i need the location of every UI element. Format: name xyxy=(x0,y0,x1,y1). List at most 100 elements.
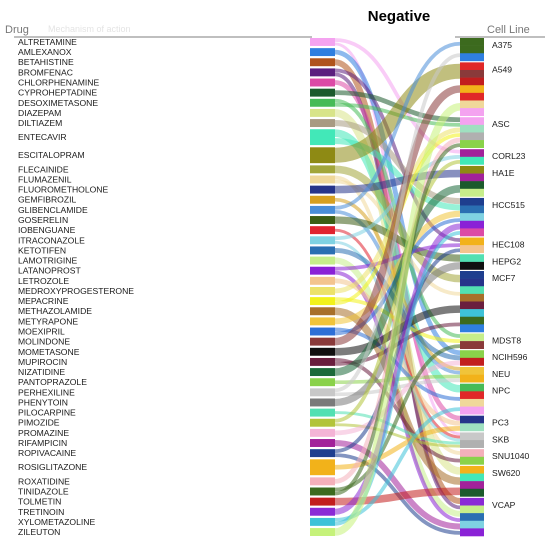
drug-node-fluorometholone xyxy=(310,185,335,194)
drug-node-itraconazole xyxy=(310,236,335,245)
link-ropivacaine-to-hec108 xyxy=(334,248,461,454)
cell-node-ha1e xyxy=(460,165,484,197)
drug-label-perhexiline: PERHEXILINE xyxy=(18,387,75,397)
drug-label-iobenguane: IOBENGUANE xyxy=(18,225,76,235)
cell-node-segment xyxy=(460,286,484,295)
cell-node-segment xyxy=(460,62,484,71)
cell-node-segment xyxy=(460,415,484,424)
cell-line-label-pc3: PC3 xyxy=(492,418,509,428)
drug-column-header: Drug xyxy=(5,24,29,36)
drug-label-zileuton: ZILEUTON xyxy=(18,527,60,537)
cell-node-segment xyxy=(460,92,484,101)
cell-node-segment xyxy=(460,188,484,197)
link-tretinoin-to-hcc515 xyxy=(334,223,461,515)
cell-node-segment xyxy=(460,117,484,126)
cell-node-segment xyxy=(460,406,484,415)
link-metyrapone-to-hcc515 xyxy=(334,210,461,325)
cell-node-segment xyxy=(460,271,484,279)
drug-label-moexipril: MOEXIPRIL xyxy=(18,327,65,337)
drug-label-flumazenil: FLUMAZENIL xyxy=(18,174,72,184)
cell-node-segment xyxy=(460,301,484,310)
cell-node-segment xyxy=(460,69,484,78)
link-zileuton-to-a549 xyxy=(334,103,461,536)
drug-node-flumazenil xyxy=(310,175,335,184)
drug-label-flecainide: FLECAINIDE xyxy=(18,164,69,174)
cell-line-label-corl23: CORL23 xyxy=(492,151,526,161)
drug-node-bromfenac xyxy=(310,68,335,77)
drug-node-pimozide xyxy=(310,418,335,427)
drug-node-molindone xyxy=(310,337,335,346)
link-bromfenac-to-hec108 xyxy=(334,68,461,242)
cell-node-segment xyxy=(460,456,484,465)
cell-line-label-vcap: VCAP xyxy=(492,500,516,510)
link-pimozide-to-skb xyxy=(334,423,461,448)
cell-node-hec108 xyxy=(460,237,484,254)
cell-node-segment xyxy=(460,366,484,375)
drug-node-flecainide xyxy=(310,165,335,174)
drug-label-lamotrigine: LAMOTRIGINE xyxy=(18,256,77,266)
cell-node-segment xyxy=(460,245,484,254)
cell-node-segment xyxy=(460,156,484,165)
cell-line-label-asc: ASC xyxy=(492,119,510,129)
drug-nodes xyxy=(310,38,335,536)
cell-node-segment xyxy=(460,341,484,350)
drug-label-entecavir: ENTECAVIR xyxy=(18,132,67,142)
cell-node-segment xyxy=(460,181,484,190)
cell-node-segment xyxy=(460,513,484,522)
drug-label-rosiglitazone: ROSIGLITAZONE xyxy=(18,462,87,472)
cell-node-segment xyxy=(460,481,484,490)
cell-line-label-mdst8: MDST8 xyxy=(492,335,521,345)
cell-node-hepg2 xyxy=(460,254,484,270)
cell-node-segment xyxy=(460,132,484,141)
drug-label-metyrapone: METYRAPONE xyxy=(18,316,78,326)
cell-node-a549 xyxy=(460,62,484,117)
cell-node-segment xyxy=(460,124,484,133)
cell-line-nodes xyxy=(460,38,484,537)
drug-label-pimozide: PIMOZIDE xyxy=(18,418,60,428)
cell-node-segment xyxy=(460,497,484,506)
drug-label-molindone: MOLINDONE xyxy=(18,337,70,347)
drug-label-mometasone: MOMETASONE xyxy=(18,347,80,357)
cell-node-segment xyxy=(460,423,484,432)
cell-node-segment xyxy=(460,45,484,54)
drug-node-pilocarpine xyxy=(310,408,335,417)
drug-label-fluorometholone: FLUOROMETHOLONE xyxy=(18,185,109,195)
drug-label-nizatidine: NIZATIDINE xyxy=(18,367,65,377)
cell-node-segment xyxy=(460,473,484,482)
cell-node-segment xyxy=(460,85,484,94)
cell-line-label-neu: NEU xyxy=(492,369,510,379)
cell-line-label-sw620: SW620 xyxy=(492,468,520,478)
cell-node-segment xyxy=(460,149,484,158)
drug-node-chlorphenamine xyxy=(310,78,335,87)
cell-node-a375 xyxy=(460,38,484,62)
drug-node-cyproheptadine xyxy=(310,88,335,97)
cell-node-segment xyxy=(460,316,484,325)
cell-node-sw620 xyxy=(460,465,484,497)
cell-line-label-skb: SKB xyxy=(492,434,509,444)
link-nizatidine-to-ha1e xyxy=(334,185,461,376)
link-perhexiline-to-a375 xyxy=(334,53,461,393)
cell-node-segment xyxy=(460,220,484,229)
cell-node-segment xyxy=(460,197,484,206)
link-fluorometholone-to-ha1e xyxy=(334,169,461,194)
drug-label-rifampicin: RIFAMPICIN xyxy=(18,438,67,448)
cell-node-segment xyxy=(460,520,484,529)
cell-node-snu1040 xyxy=(460,449,484,465)
cell-line-label-npc: NPC xyxy=(492,386,510,396)
drug-label-mupirocin: MUPIROCIN xyxy=(18,357,67,367)
chart-title: Negative xyxy=(368,8,431,25)
drug-node-rosiglitazone xyxy=(310,459,335,476)
cell-node-segment xyxy=(460,205,484,214)
sankey-links xyxy=(334,38,461,536)
drug-node-perhexiline xyxy=(310,388,335,397)
drug-node-gemfibrozil xyxy=(310,195,335,204)
cell-line-label-mcf7: MCF7 xyxy=(492,273,516,283)
drug-label-pilocarpine: PILOCARPINE xyxy=(18,408,76,418)
drug-label-gemfibrozil: GEMFIBROZIL xyxy=(18,195,76,205)
drug-label-tolmetin: TOLMETIN xyxy=(18,497,61,507)
drug-node-lamotrigine xyxy=(310,256,335,265)
drug-label-betahistine: BETAHISTINE xyxy=(18,57,74,67)
drug-label-roxatidine: ROXATIDINE xyxy=(18,476,70,486)
cell-node-segment xyxy=(460,140,484,148)
drug-node-tinidazole xyxy=(310,487,335,496)
